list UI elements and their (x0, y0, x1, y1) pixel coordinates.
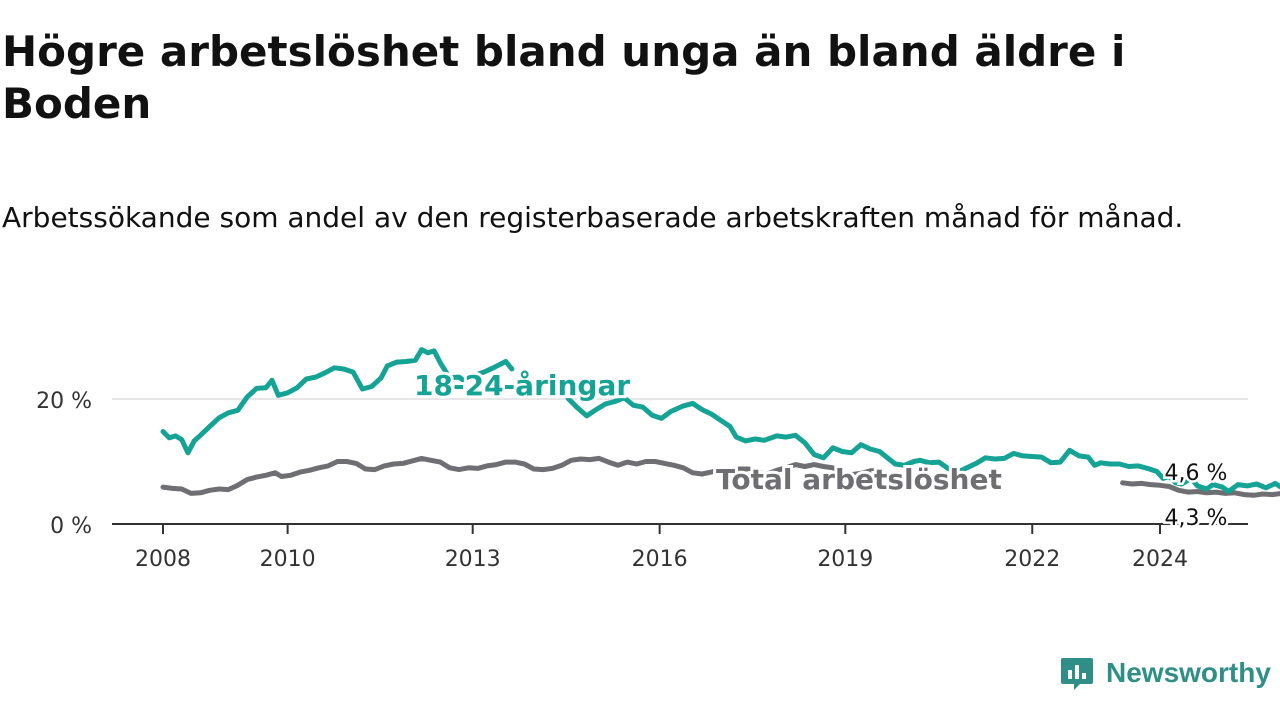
x-tick-label: 2010 (260, 547, 316, 572)
x-tick-label: 2022 (1004, 547, 1060, 572)
x-tick-label: 2019 (817, 547, 873, 572)
brand-name: Newsworthy (1106, 657, 1271, 688)
y-tick-label: 20 % (36, 389, 92, 414)
end-label-youth: 4,6 % (1165, 461, 1228, 486)
series-line-youth (892, 457, 979, 475)
chart-title: Högre arbetslöshet bland unga än bland ä… (2, 27, 1126, 128)
newsworthy-logo-icon (1061, 658, 1093, 690)
x-tick-label: 2016 (632, 547, 688, 572)
x-tick-label: 2024 (1132, 547, 1188, 572)
series-line-youth (160, 347, 515, 456)
series-label-youth: 18-24-åringar (414, 369, 630, 402)
y-tick-label: 0 % (50, 514, 92, 539)
end-label-total: 4,3 % (1165, 506, 1228, 531)
series-line-total (160, 455, 883, 496)
series-line-total (1120, 480, 1280, 498)
series-line-youth (973, 447, 1280, 494)
newsworthy-logo: Newsworthy (1060, 655, 1271, 691)
series-line-youth (565, 395, 898, 467)
series-label-total: Total arbetslöshet (716, 463, 1002, 496)
chart-subtitle: Arbetssökande som andel av den registerb… (2, 201, 1184, 234)
x-tick-label: 2013 (445, 547, 501, 572)
x-tick-label: 2008 (135, 547, 191, 572)
